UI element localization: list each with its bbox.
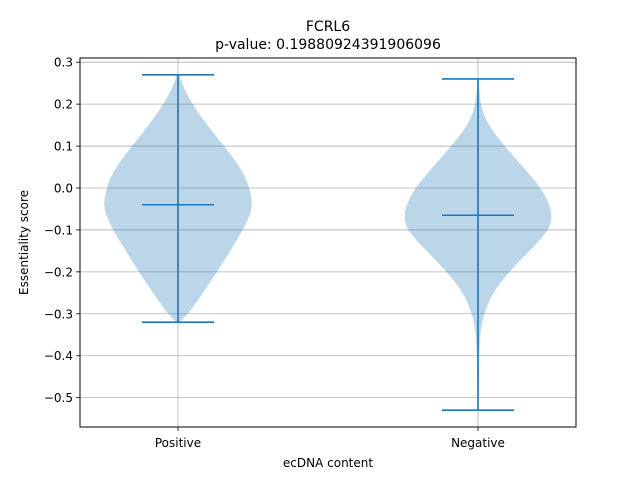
plot-frame [79,57,577,428]
chart-title: FCRL6 [306,19,350,35]
y-tick-label: −0.3 [44,307,73,321]
stat-lines-layer [142,73,514,412]
chart-subtitle: p-value: 0.19880924391906096 [215,37,441,53]
y-tick-label: −0.2 [44,265,73,279]
y-tick-label: −0.1 [44,223,73,237]
y-tick-label: 0.0 [54,181,73,195]
y-tick-label: −0.5 [44,391,73,405]
y-tick-label: 0.1 [54,140,73,154]
axis-layer: 0.3 0.2 0.1 0.0 −0.1 −0.2 −0.3 −0.4 −0.5 Positive… [44,56,505,450]
x-tick-label-positive: Positive [155,436,201,450]
y-tick-label: −0.4 [44,349,73,363]
y-tick-label: 0.2 [54,98,73,112]
y-axis-label: Essentiality score [17,190,31,295]
x-axis-label: ecDNA content [283,456,373,470]
x-tick-label-negative: Negative [451,436,505,450]
y-tick-label: 0.3 [54,56,73,70]
